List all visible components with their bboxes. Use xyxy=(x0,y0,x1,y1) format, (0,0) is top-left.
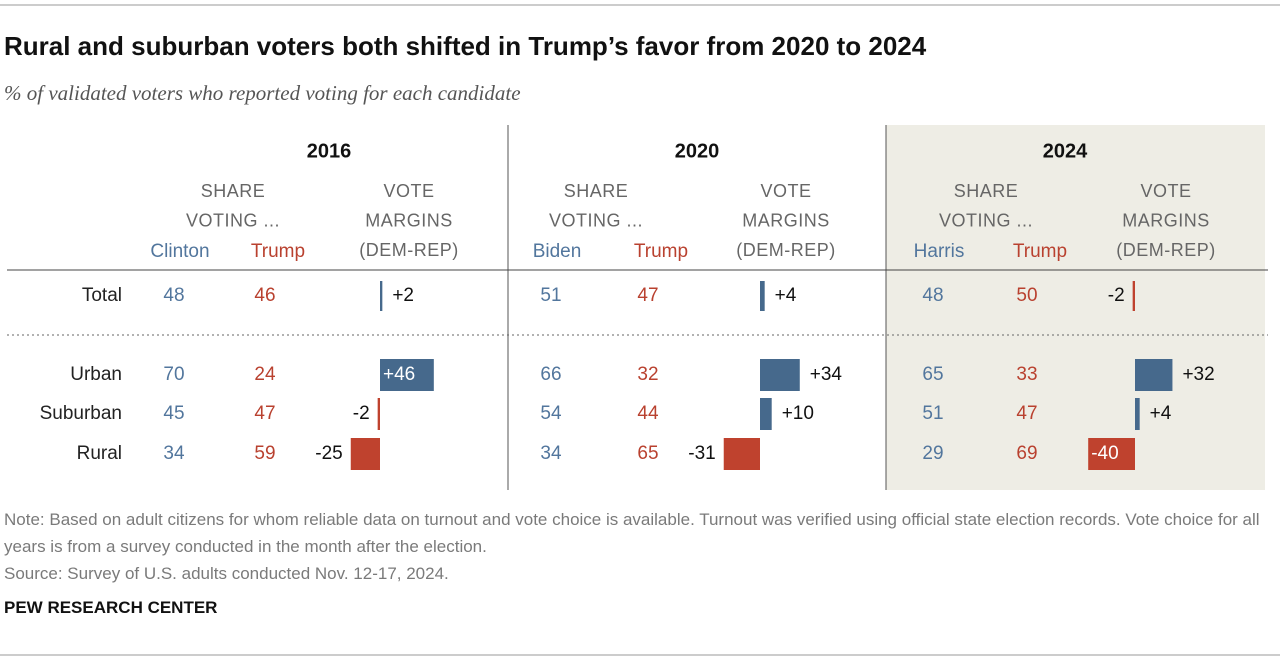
margin-label: -25 xyxy=(315,443,342,464)
dem-share: 34 xyxy=(540,443,562,464)
row-label: Rural xyxy=(77,443,122,464)
panel-background xyxy=(886,125,1265,490)
dem-share: 65 xyxy=(922,364,943,385)
margin-label: +32 xyxy=(1182,364,1214,385)
rep-share: 47 xyxy=(637,285,658,306)
margin-bar xyxy=(377,398,380,430)
margin-bar xyxy=(380,281,383,311)
margin-header: (DEM-REP) xyxy=(1116,240,1216,260)
rep-share: 69 xyxy=(1016,443,1037,464)
chart-title: Rural and suburban voters both shifted i… xyxy=(4,31,927,61)
rep-name: Trump xyxy=(1013,241,1067,262)
margin-label: -31 xyxy=(688,443,715,464)
share-header: VOTING ... xyxy=(549,210,643,230)
margin-header: (DEM-REP) xyxy=(359,240,459,260)
dem-share: 70 xyxy=(163,364,184,385)
brand: PEW RESEARCH CENTER xyxy=(4,598,218,617)
margin-bar xyxy=(760,359,800,391)
margin-header: VOTE xyxy=(1140,181,1191,201)
source: Source: Survey of U.S. adults conducted … xyxy=(4,564,449,583)
rep-share: 33 xyxy=(1016,364,1037,385)
margin-label: -2 xyxy=(353,403,370,424)
share-header: SHARE xyxy=(201,181,266,201)
rep-share: 46 xyxy=(254,285,275,306)
rep-share: 44 xyxy=(637,403,659,424)
dem-share: 45 xyxy=(163,403,184,424)
margin-label: +10 xyxy=(782,403,814,424)
margin-label: +2 xyxy=(392,285,414,306)
dem-name: Biden xyxy=(533,241,582,262)
dem-share: 54 xyxy=(540,403,562,424)
margin-bar xyxy=(350,438,380,470)
margin-bar xyxy=(380,359,434,391)
panel-year: 2016 xyxy=(307,140,352,162)
note: Note: Based on adult citizens for whom r… xyxy=(4,510,1260,556)
margin-header: VOTE xyxy=(760,181,811,201)
rep-name: Trump xyxy=(251,241,305,262)
margin-bar xyxy=(1132,281,1135,311)
margin-label: -2 xyxy=(1108,285,1125,306)
margin-label: +34 xyxy=(810,364,843,385)
margin-label: -40 xyxy=(1091,443,1118,464)
margin-bar xyxy=(1135,359,1173,391)
dem-share: 29 xyxy=(922,443,943,464)
margin-bar xyxy=(723,438,760,470)
dem-share: 51 xyxy=(922,403,943,424)
margin-header: (DEM-REP) xyxy=(736,240,836,260)
rep-share: 65 xyxy=(637,443,658,464)
margin-header: VOTE xyxy=(383,181,434,201)
margin-header: MARGINS xyxy=(365,210,453,230)
chart-subtitle: % of validated voters who reported votin… xyxy=(4,81,521,105)
margin-header: MARGINS xyxy=(1122,210,1210,230)
rep-share: 47 xyxy=(254,403,275,424)
margin-bar xyxy=(1135,398,1140,430)
row-label: Urban xyxy=(70,364,122,385)
rep-share: 47 xyxy=(1016,403,1037,424)
row-label: Suburban xyxy=(40,403,122,424)
dem-share: 51 xyxy=(540,285,561,306)
rep-share: 50 xyxy=(1016,285,1037,306)
margin-label: +4 xyxy=(775,285,797,306)
panel-year: 2024 xyxy=(1043,140,1088,162)
margin-header: MARGINS xyxy=(742,210,830,230)
dem-share: 48 xyxy=(163,285,184,306)
dem-share: 66 xyxy=(540,364,561,385)
share-header: SHARE xyxy=(954,181,1019,201)
row-label: Total xyxy=(82,285,122,306)
rep-name: Trump xyxy=(634,241,688,262)
margin-bar xyxy=(1088,438,1135,470)
margin-label: +46 xyxy=(383,364,415,385)
dem-share: 48 xyxy=(922,285,943,306)
margin-bar xyxy=(760,281,765,311)
rep-share: 32 xyxy=(637,364,658,385)
panel-year: 2020 xyxy=(675,140,720,162)
rep-share: 24 xyxy=(254,364,276,385)
dem-share: 34 xyxy=(163,443,185,464)
notes: Note: Based on adult citizens for whom r… xyxy=(4,506,1270,587)
rep-share: 59 xyxy=(254,443,275,464)
margin-label: +4 xyxy=(1150,403,1172,424)
share-header: VOTING ... xyxy=(186,210,280,230)
share-header: VOTING ... xyxy=(939,210,1033,230)
dem-name: Clinton xyxy=(150,241,209,262)
share-header: SHARE xyxy=(564,181,629,201)
margin-bar xyxy=(760,398,772,430)
dem-name: Harris xyxy=(914,241,965,262)
